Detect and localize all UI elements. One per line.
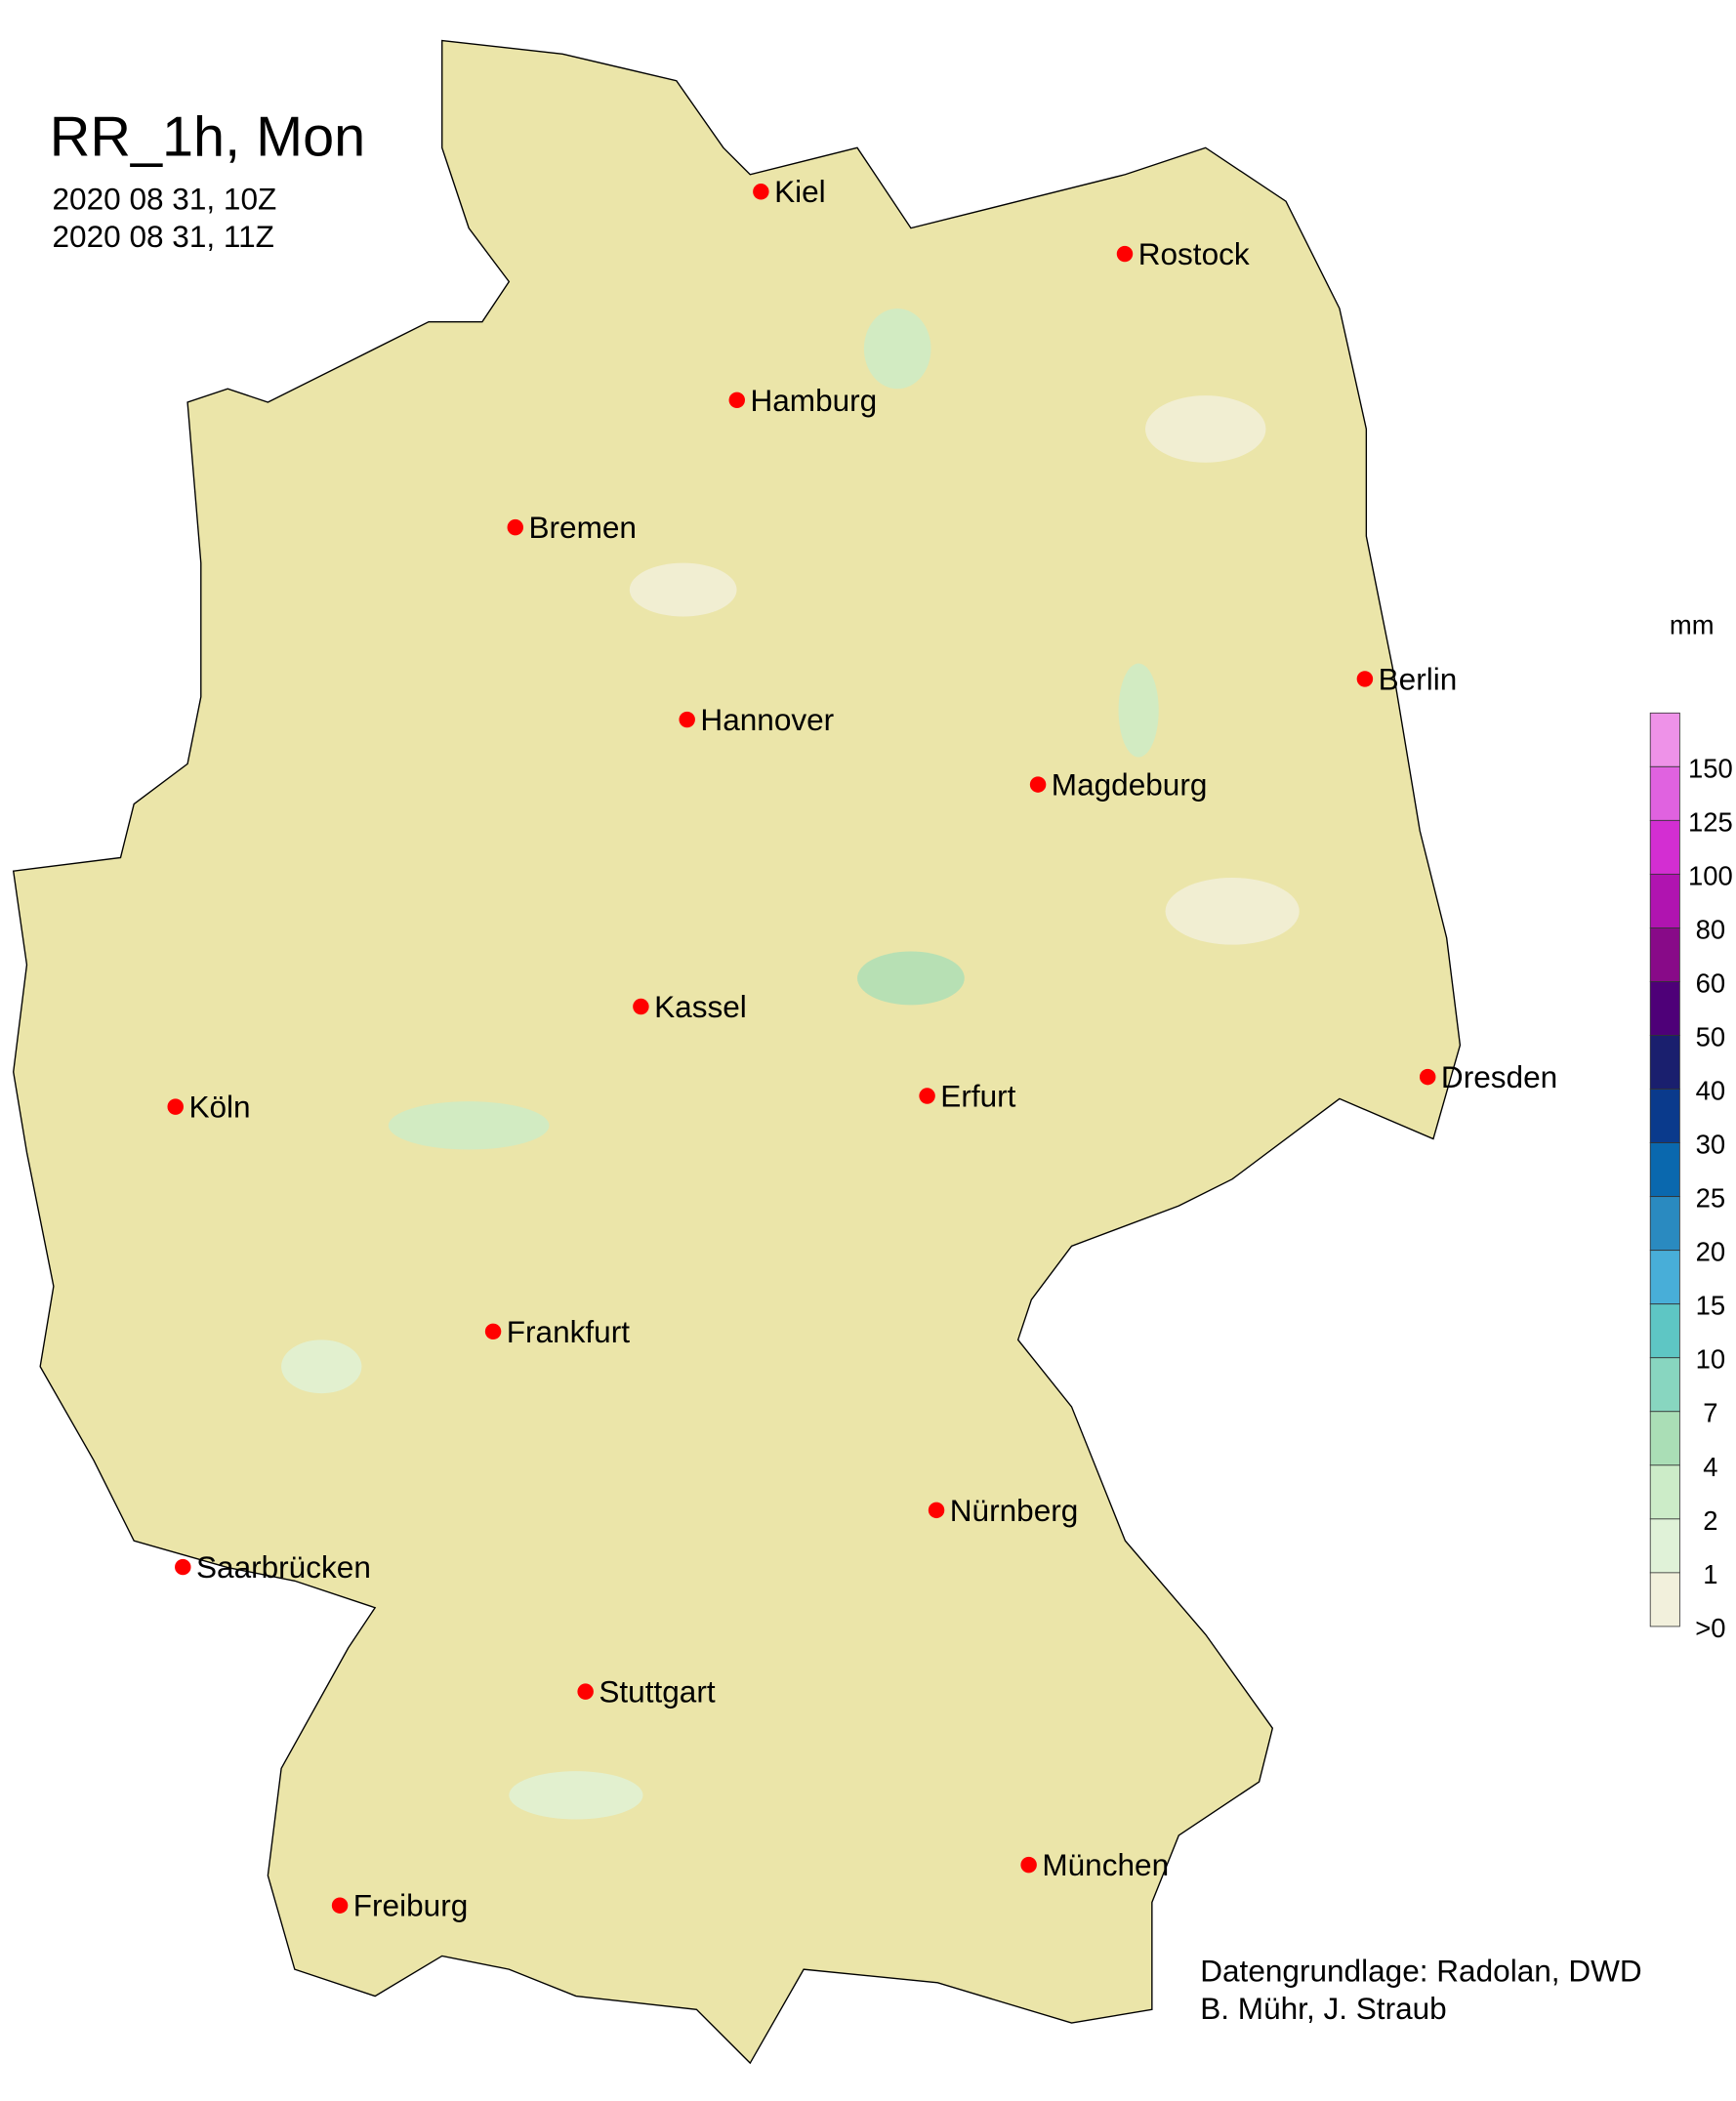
- city-kassel: Kassel: [633, 989, 747, 1024]
- legend-swatch: [1649, 1464, 1680, 1520]
- colorbar-legend: mm 150 125 100 80 60 50 40 30 25 20 15 10 7 4 2 1 >0: [1649, 609, 1733, 1643]
- legend-label: 25: [1696, 1183, 1726, 1214]
- city-dot: [679, 711, 695, 728]
- city-label: Bremen: [528, 510, 636, 545]
- legend-label: 50: [1696, 1021, 1726, 1051]
- city-saarbrücken: Saarbrücken: [175, 1549, 371, 1585]
- city-label: Rostock: [1138, 236, 1250, 271]
- city-dot: [753, 184, 769, 200]
- legend-swatch: [1649, 1303, 1680, 1359]
- city-label: Frankfurt: [507, 1314, 630, 1349]
- city-dot: [1356, 671, 1374, 687]
- legend-swatch: [1649, 1089, 1680, 1143]
- city-bremen: Bremen: [507, 510, 637, 545]
- legend-unit: mm: [1670, 609, 1715, 639]
- city-label: Erfurt: [940, 1079, 1015, 1114]
- precipitation-areas: [281, 308, 1300, 1820]
- city-dot: [919, 1088, 935, 1104]
- legend-swatch: [1649, 1196, 1680, 1252]
- legend-swatch: [1649, 927, 1680, 982]
- city-label: Magdeburg: [1052, 767, 1208, 803]
- city-label: Kassel: [654, 989, 747, 1024]
- legend-swatch: [1649, 1518, 1680, 1574]
- time-start: 2020 08 31, 10Z: [53, 181, 277, 216]
- legend-label: 100: [1688, 860, 1733, 890]
- legend-swatch: [1649, 819, 1680, 875]
- city-erfurt: Erfurt: [919, 1079, 1016, 1114]
- legend-swatch: [1649, 873, 1680, 928]
- city-label: Berlin: [1379, 661, 1458, 696]
- legend-swatch: [1649, 1572, 1680, 1627]
- legend-label: 7: [1703, 1398, 1717, 1428]
- city-dot: [928, 1502, 945, 1519]
- city-dresden: Dresden: [1419, 1059, 1557, 1094]
- city-frankfurt: Frankfurt: [484, 1314, 630, 1349]
- city-hamburg: Hamburg: [728, 383, 877, 418]
- credit-line-1: Datengrundlage: Radolan, DWD: [1200, 1953, 1641, 1988]
- legend-swatch: [1649, 765, 1680, 821]
- legend-label: 80: [1696, 914, 1726, 944]
- legend-swatch: [1649, 981, 1680, 1036]
- city-rostock: Rostock: [1116, 236, 1250, 271]
- city-dot: [484, 1323, 502, 1340]
- legend-label: 10: [1696, 1344, 1726, 1375]
- legend-swatch: [1649, 1250, 1680, 1305]
- germany-outline: [12, 39, 1462, 2065]
- legend-label: 15: [1696, 1291, 1726, 1321]
- legend-label: 40: [1696, 1076, 1726, 1106]
- city-dot: [633, 998, 649, 1015]
- legend-label: 150: [1688, 753, 1733, 783]
- city-dot: [1020, 1856, 1037, 1874]
- city-label: Hannover: [700, 702, 834, 737]
- city-label: Freiburg: [353, 1888, 468, 1923]
- legend-label: 1: [1703, 1559, 1717, 1589]
- city-dot: [331, 1897, 349, 1914]
- city-köln: Köln: [167, 1090, 251, 1125]
- city-label: München: [1042, 1847, 1169, 1882]
- city-münchen: München: [1020, 1847, 1169, 1882]
- city-nürnberg: Nürnberg: [928, 1493, 1079, 1528]
- city-label: Köln: [188, 1090, 250, 1125]
- city-dot: [507, 518, 524, 536]
- city-stuttgart: Stuttgart: [577, 1674, 716, 1710]
- time-end: 2020 08 31, 11Z: [53, 219, 274, 254]
- credit-line-2: B. Mühr, J. Straub: [1200, 1991, 1446, 2026]
- legend-swatch: [1649, 712, 1680, 767]
- city-freiburg: Freiburg: [331, 1888, 468, 1923]
- city-dot: [167, 1098, 184, 1115]
- city-magdeburg: Magdeburg: [1029, 767, 1208, 803]
- legend-swatch: [1649, 1357, 1680, 1413]
- city-berlin: Berlin: [1356, 661, 1458, 696]
- legend-label: 20: [1696, 1237, 1726, 1267]
- legend-label: 125: [1688, 806, 1733, 837]
- germany-land: [12, 39, 1462, 2065]
- legend-label: 4: [1703, 1452, 1717, 1482]
- city-kiel: Kiel: [753, 174, 826, 209]
- city-dot: [1116, 245, 1134, 263]
- legend-label: 30: [1696, 1130, 1726, 1160]
- legend-swatch: [1649, 1035, 1680, 1090]
- city-dot: [577, 1683, 594, 1700]
- map-title: RR_1h, Mon: [50, 106, 365, 169]
- legend-label: 2: [1703, 1505, 1717, 1536]
- city-label: Saarbrücken: [196, 1549, 371, 1585]
- city-label: Nürnberg: [950, 1493, 1079, 1528]
- legend-swatch: [1649, 1411, 1680, 1466]
- city-dot: [728, 391, 745, 409]
- legend-label: >0: [1695, 1613, 1725, 1643]
- legend-label: 60: [1696, 968, 1726, 998]
- city-label: Stuttgart: [599, 1674, 715, 1710]
- city-label: Dresden: [1441, 1059, 1557, 1094]
- city-dot: [175, 1558, 191, 1576]
- city-hannover: Hannover: [679, 702, 834, 737]
- city-dot: [1419, 1068, 1436, 1086]
- city-dot: [1029, 776, 1047, 793]
- city-label: Kiel: [774, 174, 826, 209]
- city-markers: Kiel Rostock Hamburg Bremen Berlin Hannover Ma…: [167, 174, 1557, 1923]
- city-label: Hamburg: [750, 383, 877, 418]
- legend-swatch: [1649, 1142, 1680, 1198]
